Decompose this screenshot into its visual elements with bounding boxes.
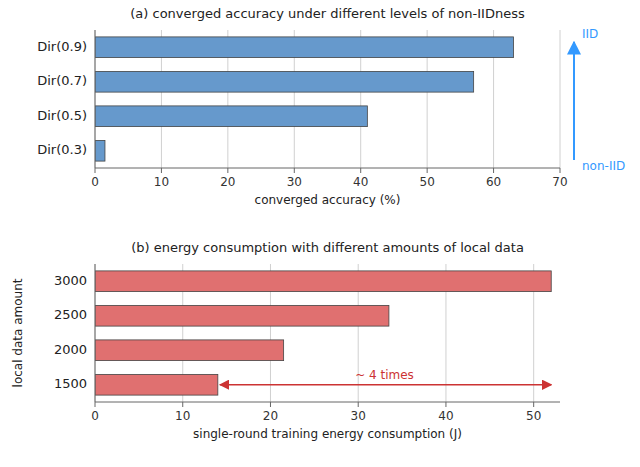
tick-label: 50 [526,409,541,423]
tick-mark [445,402,446,407]
x-axis-label: single-round training energy consumption… [193,427,462,441]
tick-label: 20 [220,175,235,189]
tick-mark [227,168,228,173]
tick-label: 10 [175,409,190,423]
tick-mark [533,402,534,407]
tick-mark [95,402,96,407]
tick-label: 0 [91,409,99,423]
bar [95,140,105,161]
category-label: Dir(0.5) [37,108,87,123]
chart-canvas: (a) converged accuracy under different l… [0,0,640,467]
bar [95,374,218,395]
tick-label: 50 [420,175,435,189]
bar [95,71,474,92]
tick-mark [161,168,162,173]
bar [95,340,284,361]
tick-mark [360,168,361,173]
bars [95,271,551,395]
category-label: 2000 [54,342,87,357]
category-label: Dir(0.7) [37,73,87,88]
bar [95,271,551,292]
x-axis-line [95,168,560,169]
category-label: Dir(0.3) [37,142,87,157]
y-axis-line [95,264,96,402]
x-axis-label: converged accuracy (%) [255,193,401,207]
bar [95,106,367,127]
chart-panel: (b) energy consumption with different am… [11,240,561,441]
grid-line [95,264,96,402]
category-label: Dir(0.9) [37,39,87,54]
category-label: 1500 [54,376,87,391]
tick-mark [294,168,295,173]
chart-panel: (a) converged accuracy under different l… [37,6,625,207]
chart-title: (b) energy consumption with different am… [131,240,524,255]
bar [95,305,389,326]
tick-mark [270,402,271,407]
chart-title: (a) converged accuracy under different l… [130,6,525,21]
grid-line [560,30,561,168]
tick-label: 40 [438,409,453,423]
category-label: 2500 [54,307,87,322]
y-axis-line [95,30,96,168]
tick-mark [560,168,561,173]
tick-label: 0 [91,175,99,189]
tick-label: 30 [287,175,302,189]
tick-mark [427,168,428,173]
bars [95,37,514,161]
page: {"chart_data": [ {"type": "bar", "orient… [0,0,640,467]
annotation: IID [582,27,598,41]
tick-mark [182,402,183,407]
tick-mark [358,402,359,407]
tick-mark [493,168,494,173]
y-axis-label: local data amount [11,278,25,387]
tick-label: 40 [353,175,368,189]
category-label: 3000 [54,273,87,288]
tick-label: 60 [486,175,501,189]
x-axis-line [95,402,560,403]
tick-label: 30 [351,409,366,423]
tick-mark [95,168,96,173]
annotation: ~ 4 times [355,368,414,382]
annotation-arrow [220,384,551,386]
annotation: non-IID [582,159,625,173]
annotation-arrow [573,42,575,160]
tick-label: 20 [263,409,278,423]
tick-label: 10 [154,175,169,189]
tick-label: 70 [552,175,567,189]
bar [95,37,514,58]
grid-line [95,30,96,168]
